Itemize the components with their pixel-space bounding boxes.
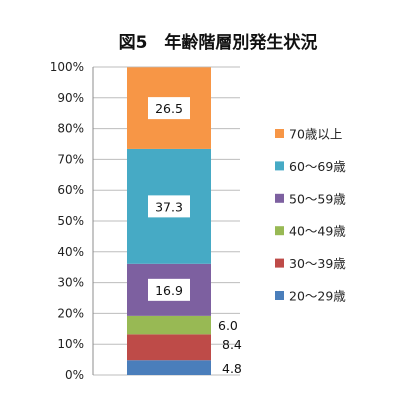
y-tick-label: 30% [57,276,84,290]
data-label: 8.4 [222,337,242,352]
legend-swatch [275,193,284,203]
y-tick-label: 100% [50,60,84,74]
y-tick-label: 70% [57,152,84,166]
y-tick-label: 10% [57,337,84,351]
bar-segment [127,360,211,375]
data-label-box [148,97,190,120]
data-label-box [148,278,190,301]
y-tick-label: 50% [57,214,84,228]
legend-swatch [275,258,284,268]
legend-item-label: 50〜59歳 [289,191,346,206]
y-tick-label: 80% [57,122,84,136]
legend-item-label: 60〜69歳 [289,159,346,174]
y-tick-label: 20% [57,306,84,320]
y-tick-label: 40% [57,245,84,259]
y-tick-label: 60% [57,183,84,197]
bar-segment [127,315,211,335]
legend: 70歳以上 60〜69歳 50〜59歳 40〜49歳 30〜39歳 20〜29歳 [275,127,346,304]
data-label: 16.9 [155,283,183,298]
legend-item-label: 70歳以上 [289,127,342,142]
y-axis: 0% 10% 20% 30% 40% 50% 60% 70% 80% 90% 100% [50,60,94,382]
legend-item-label: 30〜39歳 [289,256,346,271]
data-labels: 4.8 8.4 6.0 16.9 37.3 26.5 [148,97,242,376]
y-tick-label: 0% [65,368,84,382]
legend-swatch [275,226,284,236]
data-label-box [148,195,190,218]
chart-title: 図5 年齢階層別発生状況 [119,32,318,53]
legend-swatch [275,291,284,300]
data-label: 6.0 [218,318,238,333]
legend-swatch [275,129,284,138]
legend-item-label: 40〜49歳 [289,224,346,239]
y-tick-label: 90% [57,91,84,105]
data-label: 37.3 [155,199,183,214]
data-label: 4.8 [222,361,242,376]
legend-swatch [275,161,284,171]
bar-segment [127,334,211,361]
data-label: 26.5 [155,101,183,116]
legend-item-label: 20〜29歳 [289,289,346,304]
